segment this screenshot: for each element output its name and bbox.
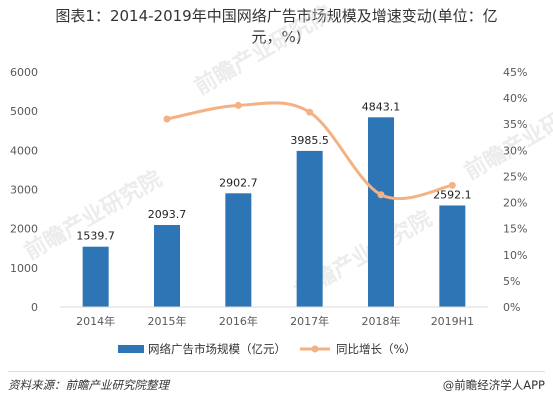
y-right-tick-label: 20% <box>503 197 527 210</box>
y-right-tick-label: 15% <box>503 223 527 236</box>
legend-bar-swatch <box>118 345 144 353</box>
bar <box>82 246 109 307</box>
y-left-tick-label: 1000 <box>10 262 38 275</box>
y-right-tick-label: 10% <box>503 249 527 262</box>
chart-title: 图表1：2014-2019年中国网络广告市场规模及增速变动(单位：亿 元，%) <box>0 6 553 48</box>
y-right-tick-label: 5% <box>503 275 520 288</box>
growth-point <box>163 115 171 123</box>
y-right-tick-label: 30% <box>503 144 527 157</box>
legend-line-label: 同比增长（%） <box>336 342 416 356</box>
bar-data-labels: 1539.7 2093.7 2902.7 3985.5 4843.1 2592.1 <box>76 100 471 242</box>
y-left-tick-label: 5000 <box>10 105 38 118</box>
y-right-tick-label: 35% <box>503 118 527 131</box>
x-tick-label: 2015年 <box>148 314 187 328</box>
y-left-tick-label: 3000 <box>10 184 38 197</box>
bar-value-label: 3985.5 <box>290 134 329 147</box>
footer-divider <box>8 371 545 372</box>
x-tick-label: 2016年 <box>219 314 258 328</box>
y-left-tick-label: 2000 <box>10 223 38 236</box>
growth-point <box>448 181 456 189</box>
chart-title-line1: 图表1：2014-2019年中国网络广告市场规模及增速变动(单位：亿 <box>55 7 498 25</box>
credit-note: @前瞻经济学人APP <box>442 378 545 392</box>
bar <box>368 117 394 307</box>
line-series <box>163 101 456 201</box>
y-left-tick-label: 0 <box>31 301 38 314</box>
x-tick-label: 2014年 <box>76 314 115 328</box>
bar-value-label: 2592.1 <box>433 188 472 201</box>
x-tick-label: 2019H1 <box>431 315 474 328</box>
bar <box>439 205 466 307</box>
bar-value-label: 2093.7 <box>148 208 187 221</box>
watermark-text: 前瞻产业研究院 <box>190 1 336 101</box>
bar-value-label: 1539.7 <box>76 230 115 243</box>
bar-value-label: 4843.1 <box>362 100 401 113</box>
legend-line-marker <box>311 345 319 353</box>
growth-point <box>306 108 314 116</box>
legend-bar-label: 网络广告市场规模（亿元） <box>148 342 286 356</box>
x-tick-label: 2017年 <box>290 314 329 328</box>
chart-title-line2: 元，%) <box>251 28 302 46</box>
legend: 网络广告市场规模（亿元） 同比增长（%） <box>118 342 416 356</box>
axes: 0 1000 2000 3000 4000 5000 6000 0% 5% 10% 15% 20% 25… <box>10 66 527 328</box>
bar-series <box>82 117 466 307</box>
bar <box>154 224 180 307</box>
y-right-tick-label: 45% <box>503 66 527 79</box>
source-note: 资料来源：前瞻产业研究院整理 <box>8 378 169 392</box>
y-left-tick-label: 6000 <box>10 66 38 79</box>
bar <box>225 193 252 307</box>
y-left-tick-label: 4000 <box>10 144 38 157</box>
y-right-tick-label: 0% <box>503 301 520 314</box>
growth-point <box>234 101 242 109</box>
bar-value-label: 2902.7 <box>219 176 258 189</box>
x-tick-label: 2018年 <box>362 314 401 328</box>
bar <box>296 150 323 307</box>
growth-point <box>377 191 385 199</box>
y-right-tick-label: 40% <box>503 92 527 105</box>
y-right-tick-label: 25% <box>503 170 527 183</box>
